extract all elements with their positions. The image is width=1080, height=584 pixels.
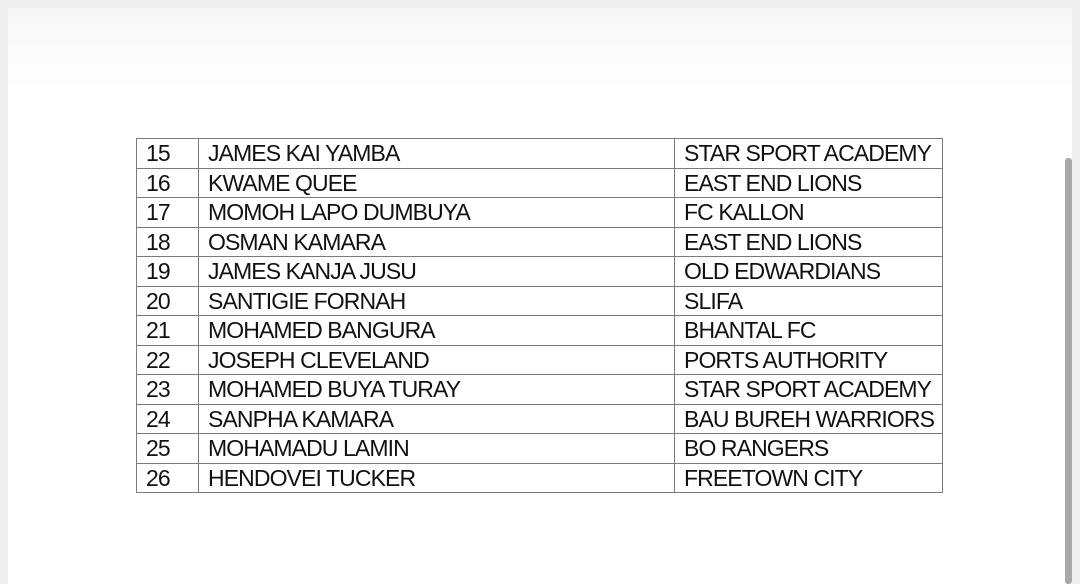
player-club: BO RANGERS [674, 433, 943, 464]
player-number: 24 [136, 403, 199, 434]
player-club: BAU BUREH WARRIORS [674, 403, 943, 434]
table-row: 19 JAMES KANJA JUSU OLD EDWARDIANS [136, 256, 943, 287]
player-number: 18 [136, 226, 199, 257]
player-number: 15 [136, 138, 199, 169]
document-page: 15 JAMES KAI YAMBA STAR SPORT ACADEMY 16 KWA… [8, 8, 1072, 584]
table-row: 25 MOHAMADU LAMIN BO RANGERS [136, 433, 943, 464]
player-club: FREETOWN CITY [674, 462, 943, 493]
player-club: SLIFA [674, 285, 943, 316]
player-name: MOMOH LAPO DUMBUYA [198, 197, 675, 228]
player-club: BHANTAL FC [674, 315, 943, 346]
player-name: JOSEPH CLEVELAND [198, 344, 675, 375]
player-club: STAR SPORT ACADEMY [674, 374, 943, 405]
player-club: STAR SPORT ACADEMY [674, 138, 943, 169]
player-name: MOHAMADU LAMIN [198, 433, 675, 464]
player-number: 22 [136, 344, 199, 375]
table-row: 21 MOHAMED BANGURA BHANTAL FC [136, 315, 943, 346]
table-row: 16 KWAME QUEE EAST END LIONS [136, 167, 943, 198]
player-number: 17 [136, 197, 199, 228]
table-row: 17 MOMOH LAPO DUMBUYA FC KALLON [136, 197, 943, 228]
player-number: 26 [136, 462, 199, 493]
vertical-scrollbar[interactable] [1065, 158, 1072, 584]
player-name: OSMAN KAMARA [198, 226, 675, 257]
player-name: SANPHA KAMARA [198, 403, 675, 434]
player-number: 20 [136, 285, 199, 316]
player-name: SANTIGIE FORNAH [198, 285, 675, 316]
player-table: 15 JAMES KAI YAMBA STAR SPORT ACADEMY 16 KWA… [136, 138, 943, 493]
player-club: EAST END LIONS [674, 167, 943, 198]
player-name: KWAME QUEE [198, 167, 675, 198]
table-row: 24 SANPHA KAMARA BAU BUREH WARRIORS [136, 403, 943, 434]
player-name: JAMES KAI YAMBA [198, 138, 675, 169]
player-name: JAMES KANJA JUSU [198, 256, 675, 287]
player-number: 23 [136, 374, 199, 405]
player-name: HENDOVEI TUCKER [198, 462, 675, 493]
page-shade [8, 8, 1072, 88]
player-club: FC KALLON [674, 197, 943, 228]
table-row: 20 SANTIGIE FORNAH SLIFA [136, 285, 943, 316]
table-row: 26 HENDOVEI TUCKER FREETOWN CITY [136, 462, 943, 493]
player-number: 16 [136, 167, 199, 198]
player-name: MOHAMED BUYA TURAY [198, 374, 675, 405]
table-row: 22 JOSEPH CLEVELAND PORTS AUTHORITY [136, 344, 943, 375]
player-number: 21 [136, 315, 199, 346]
table-row: 15 JAMES KAI YAMBA STAR SPORT ACADEMY [136, 138, 943, 169]
player-number: 19 [136, 256, 199, 287]
player-club: EAST END LIONS [674, 226, 943, 257]
player-club: OLD EDWARDIANS [674, 256, 943, 287]
player-name: MOHAMED BANGURA [198, 315, 675, 346]
player-club: PORTS AUTHORITY [674, 344, 943, 375]
player-number: 25 [136, 433, 199, 464]
table-row: 18 OSMAN KAMARA EAST END LIONS [136, 226, 943, 257]
table-row: 23 MOHAMED BUYA TURAY STAR SPORT ACADEMY [136, 374, 943, 405]
